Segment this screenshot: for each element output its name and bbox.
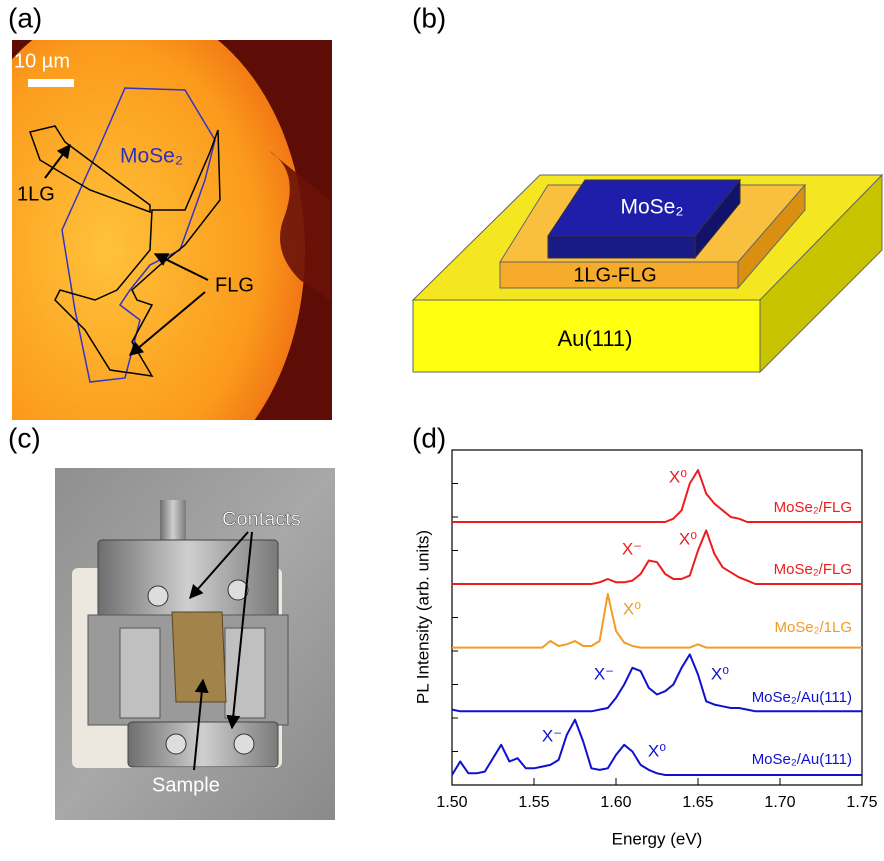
screw [147,585,169,607]
spectrum [451,653,862,713]
x-tick-label: 1.65 [682,794,713,811]
screw [227,579,249,601]
arrow [189,531,249,600]
screw [165,733,187,755]
peak-label: X⁻ [542,726,562,745]
x-tick-label: 1.50 [436,794,467,811]
arrow [193,678,209,771]
holder-clamp [97,539,279,619]
few-layer-label: FLG [215,274,254,296]
panel-d: (d) Energy (eV) PL Intensity (arb. units… [412,422,863,848]
panel-label: (a) [8,2,42,33]
panel-b: (b) MoSe₂ 1LG-FLG Au(111) [411,2,884,374]
spectrum [451,718,862,776]
holder-clamp [127,721,279,768]
series-label: MoSe₂/Au(111) [752,689,852,706]
sample [171,611,227,703]
arrow [44,143,71,179]
contacts-label: Contacts [222,508,301,530]
micrograph [12,40,332,420]
mose2-label: MoSe₂ [620,196,683,219]
graphene-label: 1LG-FLG [573,264,656,286]
series-label: MoSe₂/1LG [774,619,852,636]
peak-label: X⁰ [669,467,687,486]
peak-label: X⁰ [679,529,697,548]
x-tick-label: 1.60 [600,794,631,811]
mose2-front [547,235,696,259]
few-layer-outline [54,129,221,377]
spectrum [452,529,862,585]
holder-rail [119,627,161,719]
peak-label: X⁻ [594,664,614,683]
substrate-front [412,299,761,373]
substrate-label: Au(111) [557,326,632,351]
sample-label: Sample [152,774,220,796]
holder-rail [224,627,266,719]
peak-label: X⁻ [622,539,642,558]
arrow [153,253,209,281]
graphene-front [499,261,739,289]
panel-label: (c) [8,422,41,453]
peak-label: X⁰ [711,664,729,683]
peak-label: X⁰ [648,741,666,760]
flake-label: MoSe₂ [120,145,183,168]
scale-label: 10 µm [14,50,70,72]
flake-outline [61,87,216,383]
scale-bar [28,79,74,87]
peak-label: X⁰ [623,599,641,618]
holder-pin [160,500,186,545]
x-tick-label: 1.75 [846,794,877,811]
spectrum [452,469,862,523]
panel-c: (c) Contacts Sample [8,422,335,820]
monolayer-label: 1LG [17,183,55,205]
series-label: MoSe₂/FLG [774,561,852,578]
monolayer-outline [29,125,151,214]
series-label: MoSe₂/Au(111) [752,751,852,768]
arrow [226,531,253,730]
x-axis-title: Energy (eV) [612,829,703,848]
panel-label: (d) [412,422,446,453]
x-tick-label: 1.55 [518,794,549,811]
arrow [128,291,206,356]
series-label: MoSe₂/FLG [774,499,852,516]
panel-label: (b) [412,2,446,33]
screw [233,733,255,755]
panel-a: (a) 10 µm MoSe₂ 1LG FLG [8,2,332,420]
y-axis-title: PL Intensity (arb. units) [413,530,432,704]
spectrum [452,593,862,649]
x-tick-label: 1.70 [764,794,795,811]
